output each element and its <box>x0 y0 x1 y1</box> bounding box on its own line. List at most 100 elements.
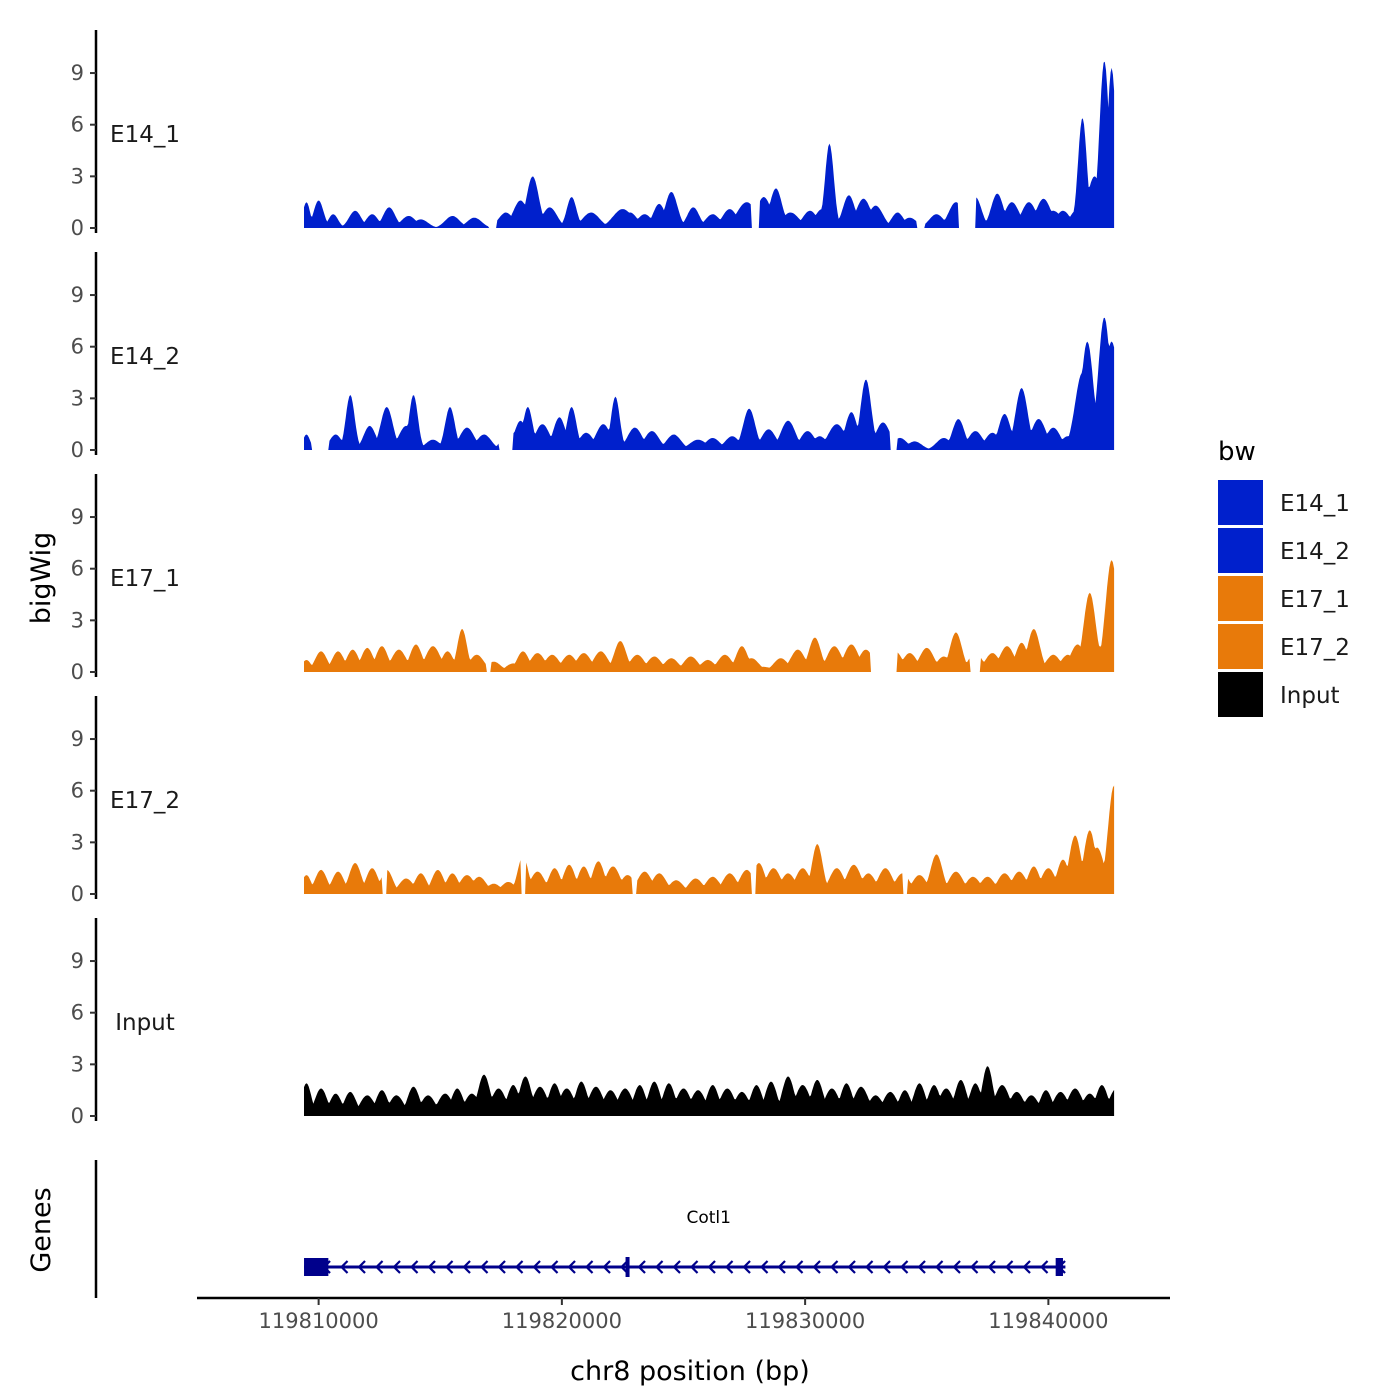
track-e14-2: 0 3 6 9 E14_2 <box>71 252 1115 462</box>
legend: bw E14_1 E14_2 E17_1 E17_2 Input <box>1218 437 1350 717</box>
gene-exon <box>1055 1258 1063 1276</box>
gene-cotl1: Cotl1 <box>304 1208 1066 1277</box>
strand-arrow <box>602 1260 611 1274</box>
y-tick-label: 6 <box>71 557 84 581</box>
coverage-area-Input <box>304 1066 1115 1116</box>
y-tick-label: 3 <box>71 386 84 410</box>
legend-label: E14_2 <box>1280 539 1350 565</box>
strand-arrow <box>357 1260 366 1274</box>
track-e17-1: 0 3 6 9 E17_1 <box>71 474 1115 684</box>
strand-arrow <box>672 1260 681 1274</box>
y-tick-label: 0 <box>71 882 84 906</box>
strand-arrow <box>654 1260 664 1274</box>
y-tick-label: 6 <box>71 335 84 359</box>
strand-arrow <box>847 1260 856 1274</box>
strand-arrow <box>724 1260 734 1274</box>
legend-swatch <box>1218 624 1263 669</box>
legend-label: E17_1 <box>1280 587 1350 613</box>
y-axis-title: bigWig <box>26 532 57 625</box>
x-axis-title: chr8 position (bp) <box>570 1356 810 1387</box>
y-tick-label: 9 <box>71 727 84 751</box>
y-tick-label: 3 <box>71 164 84 188</box>
strand-arrow <box>409 1260 419 1274</box>
track-e17-2: 0 3 6 9 E17_2 <box>71 696 1115 906</box>
strand-arrow <box>829 1260 839 1274</box>
gene-exon <box>304 1258 329 1276</box>
strand-arrow <box>882 1260 891 1274</box>
strand-arrow <box>549 1260 559 1274</box>
strand-arrow <box>339 1260 349 1274</box>
strand-arrow <box>899 1260 909 1274</box>
strand-arrow <box>584 1260 594 1274</box>
strand-arrow <box>462 1260 471 1274</box>
strand-arrow <box>1039 1260 1049 1274</box>
coverage-area-E14_2 <box>304 317 1115 450</box>
y-tick-label: 6 <box>71 1001 84 1025</box>
track-label: E17_2 <box>110 788 180 814</box>
x-axis: 119810000 119820000 119830000 119840000 <box>197 1296 1170 1333</box>
legend-swatch <box>1218 480 1263 525</box>
strand-arrow <box>497 1260 506 1274</box>
y-tick-label: 9 <box>71 505 84 529</box>
strand-arrow <box>1004 1260 1014 1274</box>
x-tick-label: 119820000 <box>502 1309 622 1333</box>
gene-track: Cotl1 <box>94 1160 1066 1298</box>
y-tick-label: 0 <box>71 1104 84 1128</box>
y-tick-label: 9 <box>71 283 84 307</box>
y-tick-label: 3 <box>71 608 84 632</box>
strand-arrow <box>444 1260 454 1274</box>
track-label: E17_1 <box>110 566 180 592</box>
y-tick-label: 6 <box>71 779 84 803</box>
coverage-area-E14_1 <box>304 61 1115 228</box>
strand-arrow <box>969 1260 979 1274</box>
strand-arrow <box>1022 1260 1031 1274</box>
strand-arrow <box>812 1260 821 1274</box>
y-tick-label: 3 <box>71 830 84 854</box>
strand-arrow <box>794 1260 804 1274</box>
x-tick-label: 119840000 <box>988 1309 1108 1333</box>
coverage-tracks: 0 3 6 9 E14_1 0 3 6 9 E14_2 0 3 6 9 E17_1 0 3 6 9 E17_2 0 3 6 9… <box>71 30 1115 1128</box>
genes-panel-title: Genes <box>26 1187 57 1272</box>
strand-arrow <box>864 1260 874 1274</box>
y-tick-label: 9 <box>71 949 84 973</box>
y-tick-label: 9 <box>71 61 84 85</box>
x-tick-label: 119830000 <box>745 1309 865 1333</box>
gene-name-label: Cotl1 <box>686 1208 730 1228</box>
legend-item-e17-1: E17_1 <box>1218 576 1350 621</box>
track-input: 0 3 6 9 Input <box>71 918 1115 1128</box>
strand-arrow <box>392 1260 401 1274</box>
y-tick-label: 6 <box>71 113 84 137</box>
legend-item-e14-2: E14_2 <box>1218 528 1350 573</box>
gene-exon-mark <box>625 1257 630 1277</box>
strand-arrow <box>759 1260 769 1274</box>
strand-arrow <box>707 1260 716 1274</box>
strand-arrow <box>374 1260 384 1274</box>
legend-swatch <box>1218 672 1263 717</box>
track-label: Input <box>115 1010 175 1036</box>
y-tick-label: 0 <box>71 438 84 462</box>
track-label: E14_1 <box>110 122 180 148</box>
coverage-area-E17_1 <box>304 560 1115 672</box>
strand-arrow <box>934 1260 944 1274</box>
legend-item-input: Input <box>1218 672 1340 717</box>
strand-arrow <box>952 1260 961 1274</box>
strand-arrow <box>427 1260 436 1274</box>
coverage-area-E17_2 <box>304 785 1115 894</box>
strand-arrow <box>917 1260 926 1274</box>
y-tick-label: 0 <box>71 216 84 240</box>
strand-arrow <box>532 1260 541 1274</box>
strand-arrow <box>689 1260 699 1274</box>
strand-arrow <box>637 1260 646 1274</box>
legend-label: Input <box>1280 683 1340 709</box>
legend-label: E14_1 <box>1280 491 1350 517</box>
strand-arrow <box>742 1260 751 1274</box>
legend-swatch <box>1218 528 1263 573</box>
strand-arrow <box>619 1260 629 1274</box>
strand-arrow <box>567 1260 576 1274</box>
strand-arrow <box>514 1260 524 1274</box>
x-tick-label: 119810000 <box>259 1309 379 1333</box>
strand-arrow <box>479 1260 489 1274</box>
track-label: E14_2 <box>110 344 180 370</box>
y-tick-label: 3 <box>71 1052 84 1076</box>
